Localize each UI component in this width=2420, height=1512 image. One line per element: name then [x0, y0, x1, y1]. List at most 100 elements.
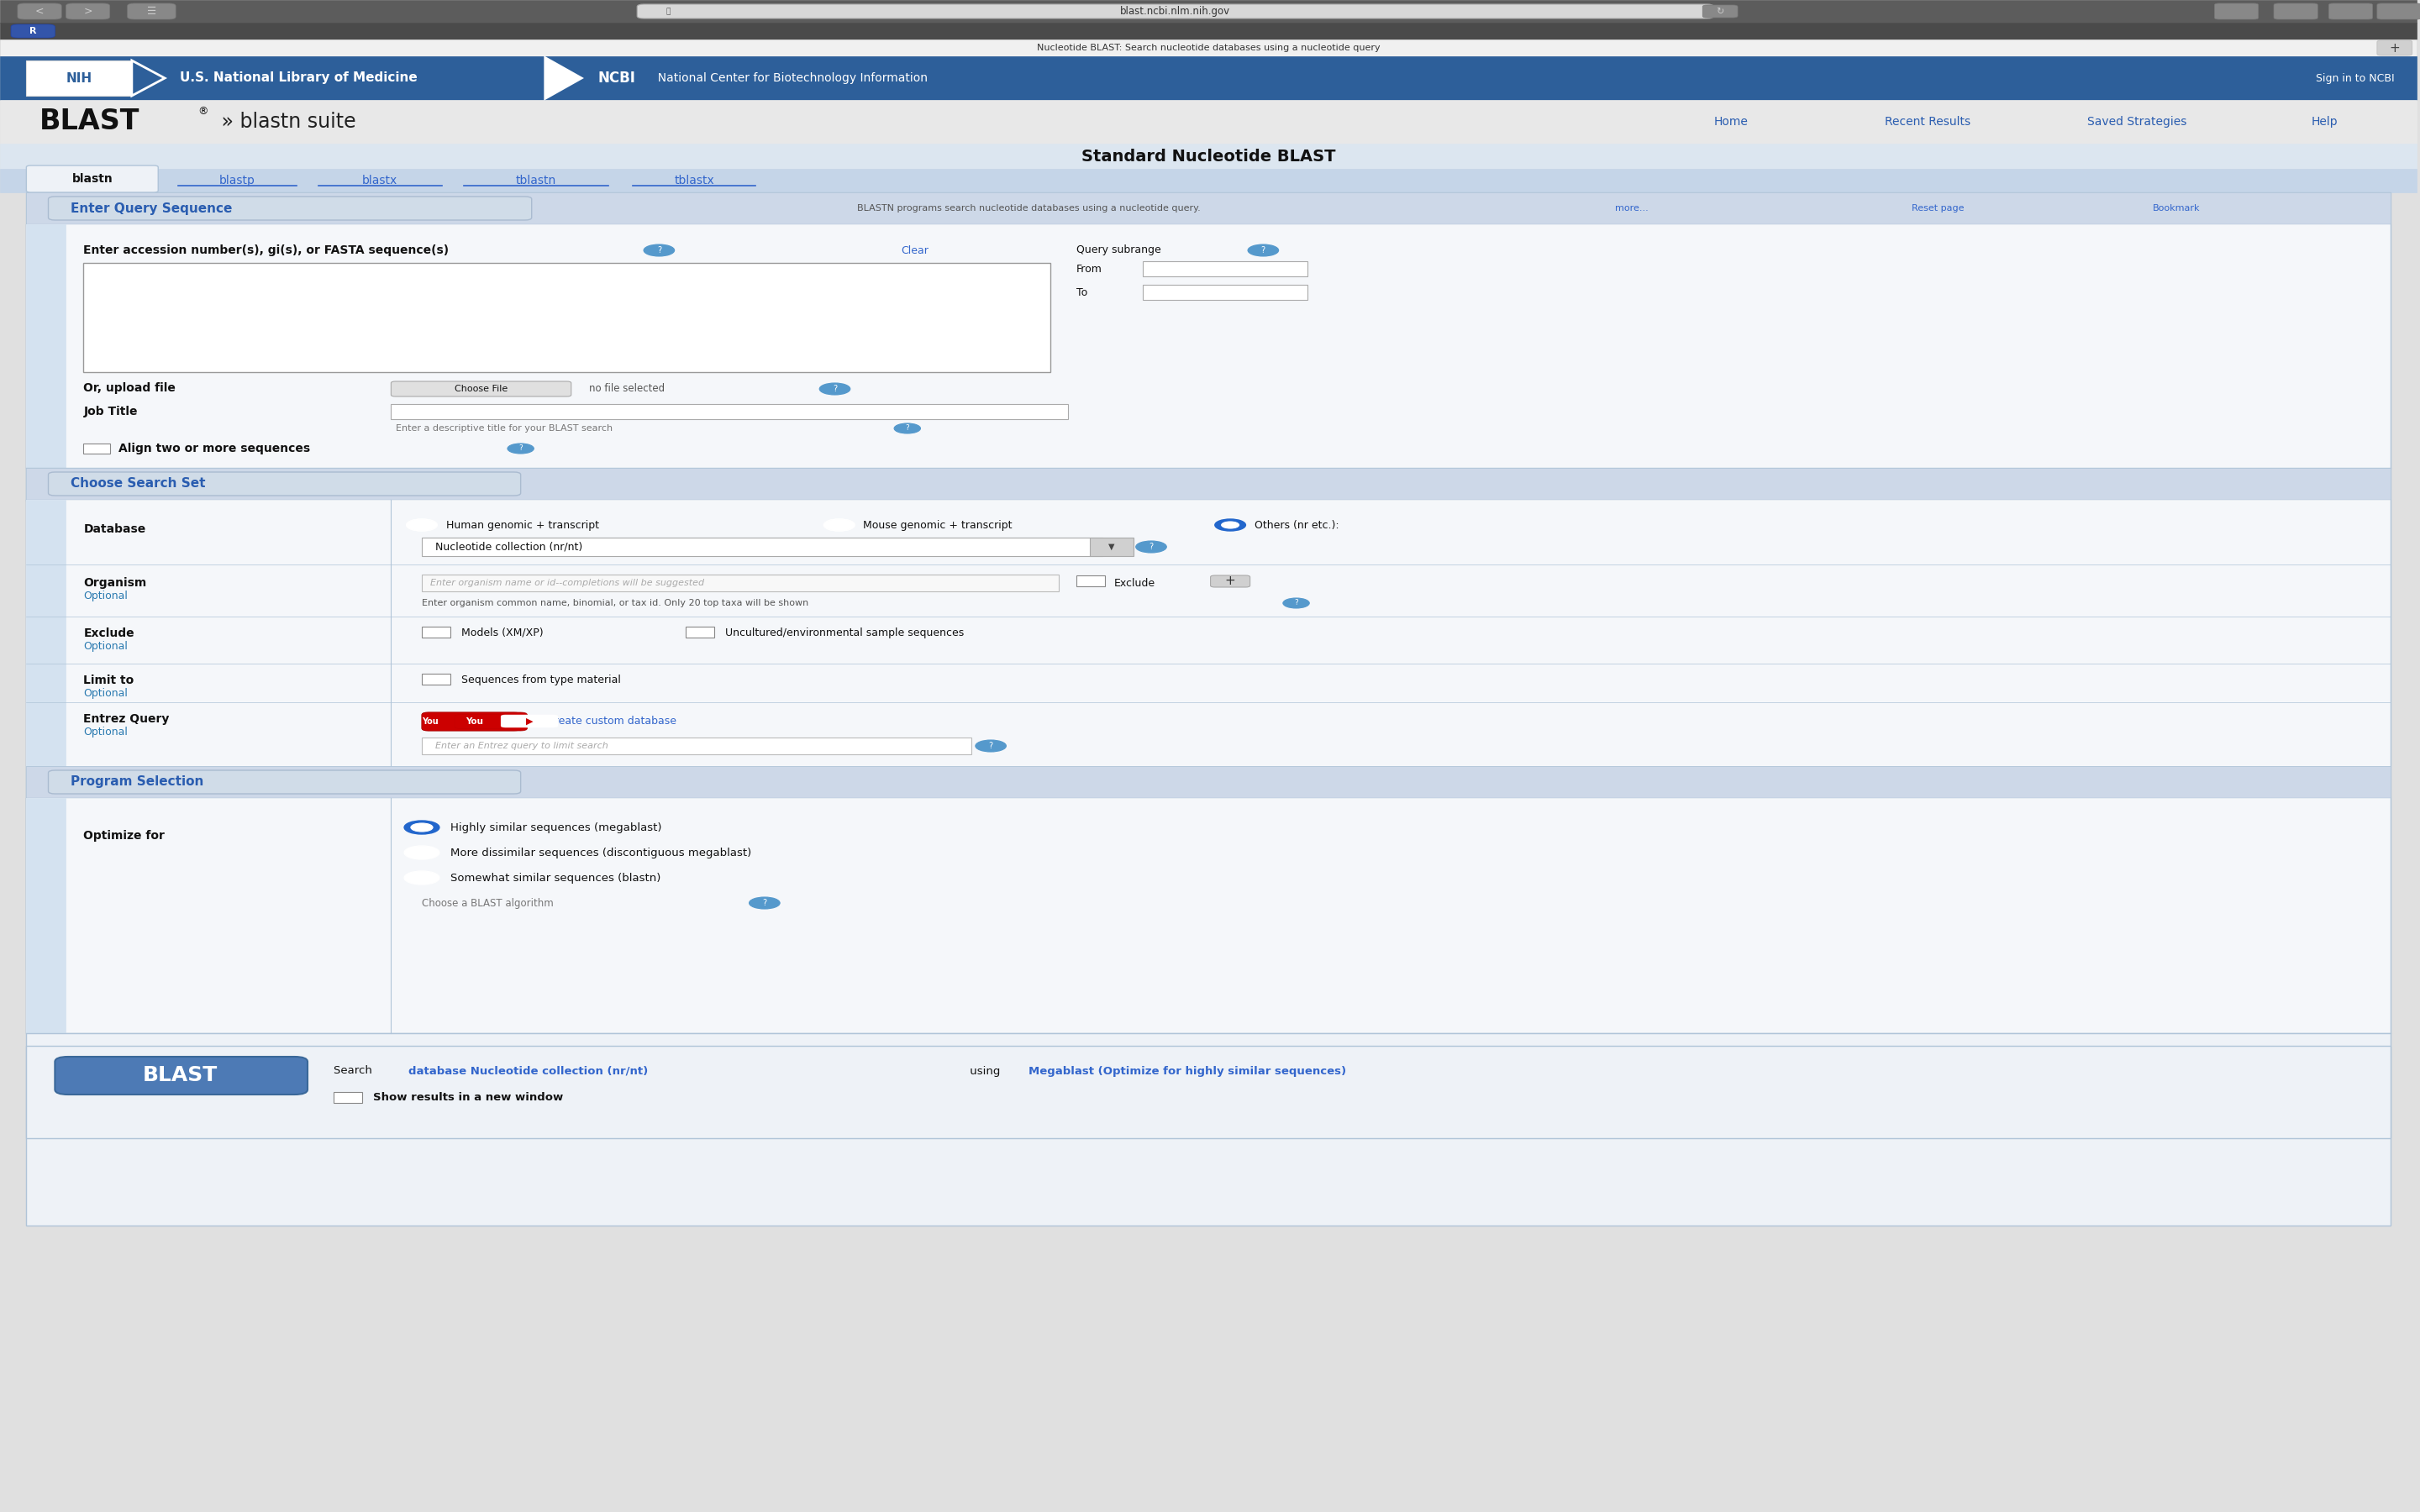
Text: U.S. National Library of Medicine: U.S. National Library of Medicine [179, 71, 419, 85]
Text: ▼: ▼ [1108, 543, 1116, 550]
Text: Optional: Optional [82, 688, 128, 699]
Text: More dissimilar sequences (discontiguous megablast): More dissimilar sequences (discontiguous… [450, 847, 750, 859]
Text: Sign in to NCBI: Sign in to NCBI [2316, 73, 2396, 83]
Text: Exclude: Exclude [82, 627, 136, 640]
Bar [421, 738, 970, 754]
Text: Optional: Optional [82, 591, 128, 602]
FancyBboxPatch shape [636, 5, 1713, 18]
FancyBboxPatch shape [501, 715, 559, 727]
Text: NCBI: NCBI [598, 71, 636, 86]
Text: BLAST: BLAST [39, 107, 140, 136]
Circle shape [823, 519, 854, 531]
Bar [1142, 284, 1307, 299]
Text: 🔒: 🔒 [666, 8, 670, 15]
Circle shape [893, 423, 920, 434]
Text: Models (XM/XP): Models (XM/XP) [462, 627, 544, 638]
Bar [0, 39, 2418, 56]
Bar [27, 767, 2391, 798]
Text: Enter a descriptive title for your BLAST search: Enter a descriptive title for your BLAST… [394, 425, 612, 432]
Bar [27, 500, 2391, 971]
Circle shape [644, 245, 675, 256]
Text: +: + [2389, 41, 2401, 54]
Text: Enter accession number(s), gi(s), or FASTA sequence(s): Enter accession number(s), gi(s), or FAS… [82, 245, 450, 256]
Text: Nucleotide BLAST: Search nucleotide databases using a nucleotide query: Nucleotide BLAST: Search nucleotide data… [1036, 44, 1379, 51]
Circle shape [975, 739, 1007, 751]
Text: using: using [966, 1066, 1004, 1077]
Text: Align two or more sequences: Align two or more sequences [119, 443, 310, 455]
FancyBboxPatch shape [455, 715, 515, 729]
Text: Choose a BLAST algorithm: Choose a BLAST algorithm [421, 898, 554, 909]
Circle shape [404, 871, 440, 885]
Text: Optimize for: Optimize for [82, 830, 165, 842]
Text: Recent Results: Recent Results [1885, 116, 1970, 127]
FancyBboxPatch shape [1210, 576, 1251, 587]
Bar [421, 575, 1060, 591]
Circle shape [1249, 245, 1278, 256]
Text: Saved Strategies: Saved Strategies [2086, 116, 2188, 127]
Text: Limit to: Limit to [82, 674, 133, 686]
Text: Others (nr etc.):: Others (nr etc.): [1254, 520, 1338, 531]
Text: Organism: Organism [82, 578, 148, 588]
Bar [27, 60, 131, 95]
FancyBboxPatch shape [455, 715, 515, 729]
Text: NIH: NIH [65, 71, 92, 85]
FancyBboxPatch shape [421, 712, 520, 730]
Bar [27, 500, 65, 971]
Circle shape [1283, 599, 1309, 608]
Text: Choose File: Choose File [455, 384, 508, 393]
FancyBboxPatch shape [421, 712, 528, 730]
Polygon shape [131, 60, 165, 95]
FancyBboxPatch shape [392, 381, 571, 396]
Text: +: + [1225, 575, 1237, 588]
Circle shape [820, 383, 849, 395]
Text: Highly similar sequences (megablast): Highly similar sequences (megablast) [450, 823, 661, 833]
Text: To: To [1077, 287, 1087, 298]
FancyBboxPatch shape [2275, 3, 2318, 20]
Bar [334, 1092, 363, 1102]
Text: Exclude: Exclude [1113, 578, 1154, 588]
Text: Standard Nucleotide BLAST: Standard Nucleotide BLAST [1082, 148, 1336, 165]
Bar [1142, 262, 1307, 277]
Text: tblastx: tblastx [675, 175, 714, 186]
Bar [27, 224, 65, 502]
Circle shape [407, 519, 438, 531]
FancyBboxPatch shape [48, 770, 520, 794]
Bar [0, 56, 2418, 100]
FancyBboxPatch shape [2214, 3, 2258, 20]
Bar [685, 626, 714, 638]
Text: ▶: ▶ [525, 717, 532, 726]
FancyBboxPatch shape [17, 3, 60, 20]
Text: database Nucleotide collection (nr/nt): database Nucleotide collection (nr/nt) [409, 1066, 649, 1077]
Text: Enter organism name or id--completions will be suggested: Enter organism name or id--completions w… [431, 579, 704, 587]
FancyBboxPatch shape [48, 197, 532, 221]
Text: Enter Query Sequence: Enter Query Sequence [70, 203, 232, 215]
Bar [1089, 538, 1133, 556]
Bar [421, 538, 1104, 556]
Text: ?: ? [1261, 246, 1266, 254]
Text: Program Selection: Program Selection [70, 776, 203, 788]
Text: You: You [421, 717, 438, 726]
Text: no file selected: no file selected [588, 384, 666, 395]
Bar [27, 192, 2391, 1226]
Text: blast.ncbi.nlm.nih.gov: blast.ncbi.nlm.nih.gov [1120, 6, 1229, 17]
Text: ?: ? [990, 742, 992, 750]
Text: Show results in a new window: Show results in a new window [373, 1092, 564, 1104]
Circle shape [404, 821, 440, 835]
Circle shape [404, 845, 440, 859]
FancyBboxPatch shape [12, 24, 56, 38]
Text: >: > [82, 6, 92, 17]
Text: Human genomic + transcript: Human genomic + transcript [445, 520, 598, 531]
Text: You: You [465, 717, 482, 726]
Bar [27, 224, 2391, 502]
Text: ?: ? [762, 898, 767, 907]
Text: Megablast (Optimize for highly similar sequences): Megablast (Optimize for highly similar s… [1028, 1066, 1346, 1077]
Text: Query subrange: Query subrange [1077, 245, 1162, 256]
Bar [27, 467, 2391, 500]
FancyBboxPatch shape [48, 472, 520, 496]
Text: Help: Help [2311, 116, 2338, 127]
Circle shape [1222, 522, 1239, 528]
Text: Somewhat similar sequences (blastn): Somewhat similar sequences (blastn) [450, 872, 661, 883]
FancyBboxPatch shape [2376, 41, 2413, 56]
Bar [0, 0, 2418, 23]
Text: ?: ? [1150, 543, 1154, 550]
